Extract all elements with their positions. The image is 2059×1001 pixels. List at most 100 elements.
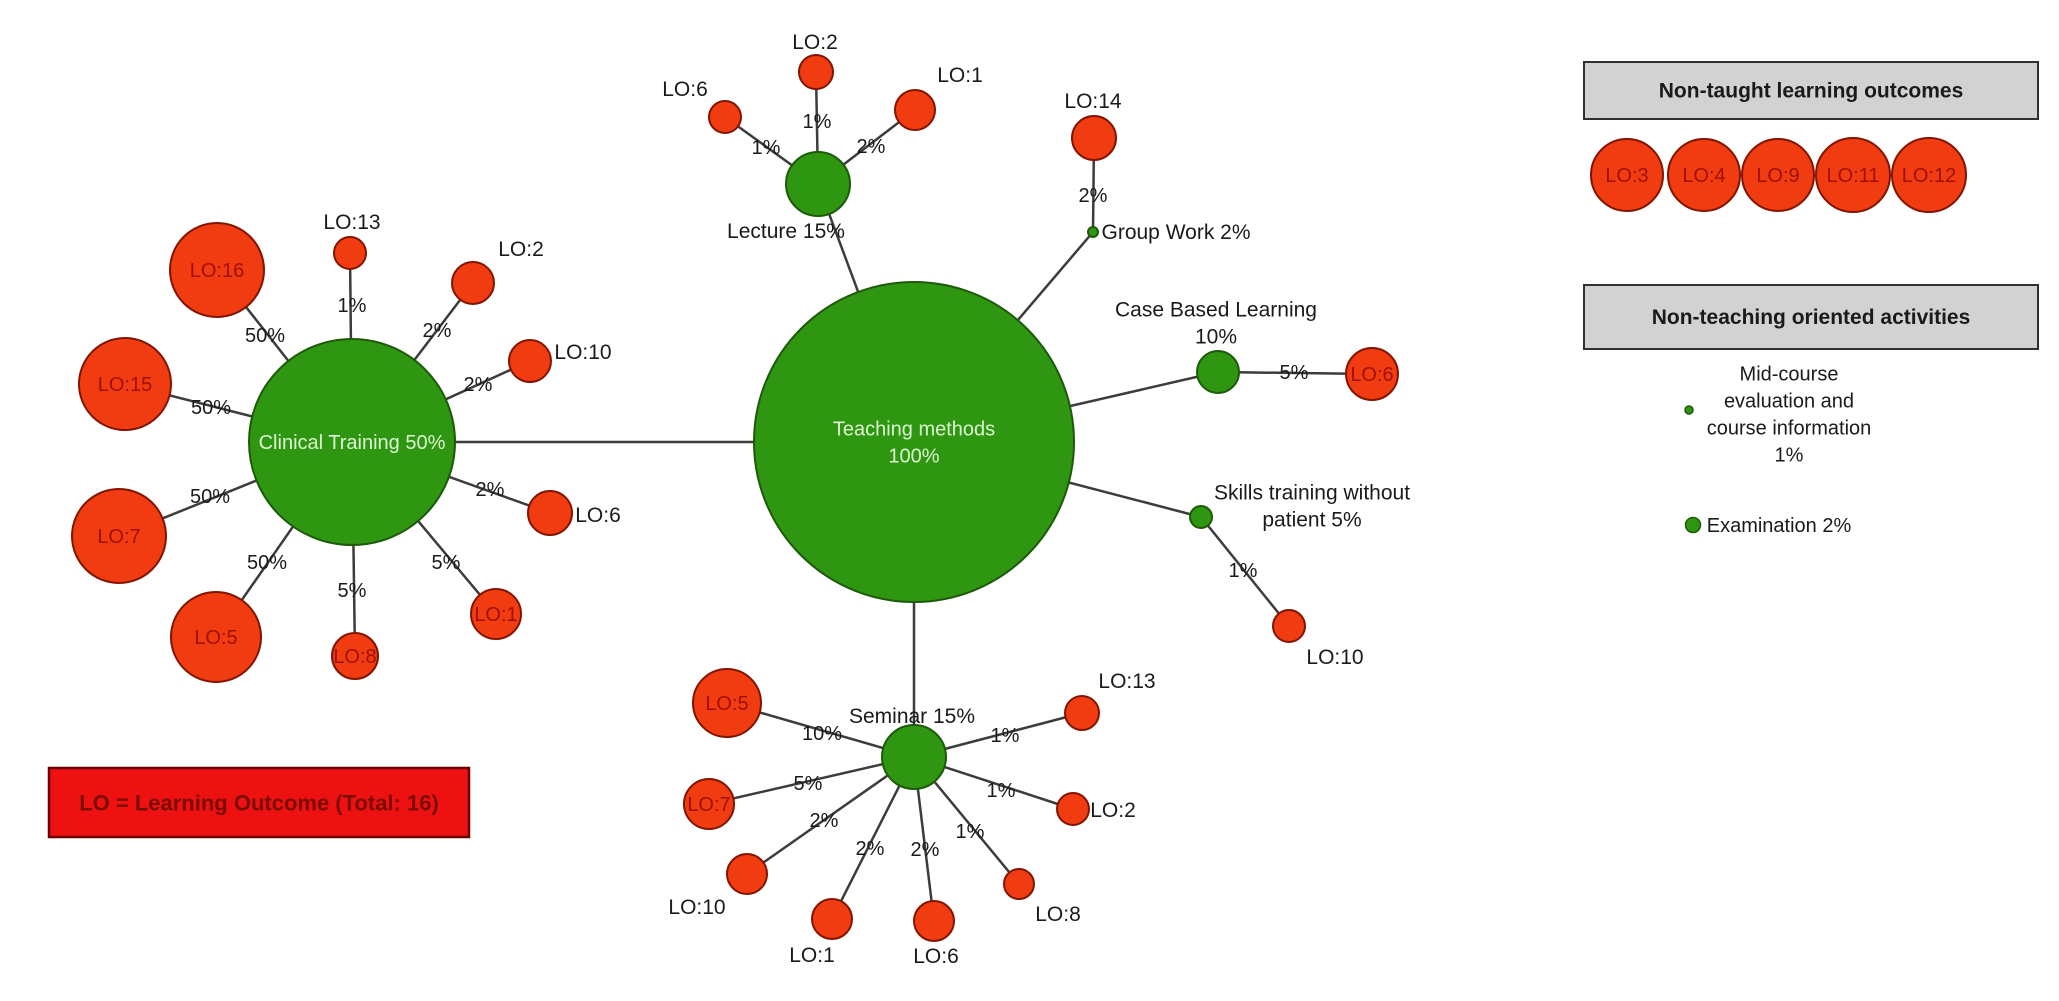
node-c7 bbox=[71, 488, 167, 584]
node-c8 bbox=[331, 632, 379, 680]
legend-node-label-lo-12: LO:12 bbox=[1902, 165, 1956, 187]
node-label-c15: LO:15 bbox=[98, 374, 152, 396]
node-label-c1: LO:1 bbox=[474, 604, 517, 626]
edge-label-clinical-c1: 5% bbox=[432, 552, 461, 574]
edge-label-seminar-se2: 1% bbox=[987, 780, 1016, 802]
legend-non-teaching-box bbox=[1583, 284, 2039, 350]
edge-label-lecture-l1: 2% bbox=[857, 136, 886, 158]
edge-label-seminar-se10: 2% bbox=[810, 810, 839, 832]
node-label-c10: LO:10 bbox=[554, 341, 611, 364]
node-label-se10: LO:10 bbox=[668, 896, 725, 919]
legend-node-label-lo-9: LO:9 bbox=[1756, 165, 1799, 187]
node-l2 bbox=[798, 54, 834, 90]
edge-label-lecture-l6: 1% bbox=[752, 137, 781, 159]
node-se13 bbox=[1064, 695, 1100, 731]
legend-node-label-lo-3: LO:3 bbox=[1605, 165, 1648, 187]
edge-label-lecture-l2: 1% bbox=[803, 111, 832, 133]
node-label-se5: LO:5 bbox=[705, 693, 748, 715]
note-text: LO = Learning Outcome (Total: 16) bbox=[79, 791, 439, 816]
node-c1 bbox=[470, 588, 522, 640]
edge-label-clinical-c6: 2% bbox=[476, 479, 505, 501]
edge-label-clinical-c8: 5% bbox=[338, 580, 367, 602]
node-g14 bbox=[1071, 115, 1117, 161]
node-label-se1: LO:1 bbox=[789, 944, 835, 967]
edge-label-seminar-se7: 5% bbox=[794, 773, 823, 795]
edge-label-seminar-se1: 2% bbox=[856, 838, 885, 860]
edge-label-casebased-cb6: 5% bbox=[1280, 362, 1309, 384]
edge-label-clinical-c13: 1% bbox=[338, 295, 367, 317]
node-se6 bbox=[913, 900, 955, 942]
node-label-teaching: Teaching methods 100% bbox=[833, 419, 995, 468]
node-c2 bbox=[451, 261, 495, 305]
legend-node-lo-11 bbox=[1815, 137, 1891, 213]
node-label-c13: LO:13 bbox=[323, 211, 380, 234]
edge-label-clinical-c15: 50% bbox=[191, 397, 231, 419]
edge-seminar-se7 bbox=[708, 755, 915, 806]
edge-skills-s10 bbox=[1200, 516, 1290, 627]
node-se10 bbox=[726, 853, 768, 895]
node-label-cb6: LO:6 bbox=[1350, 364, 1393, 386]
node-label-casebased: Case Based Learning 10% bbox=[1115, 299, 1317, 349]
legend-activity-label-1: Examination 2% bbox=[1707, 515, 1852, 537]
node-label-c8: LO:8 bbox=[333, 646, 376, 668]
node-teaching bbox=[753, 281, 1075, 603]
note-box bbox=[47, 766, 471, 839]
edge-label-clinical-c2: 2% bbox=[423, 320, 452, 342]
node-label-lecture: Lecture 15% bbox=[727, 220, 845, 243]
node-label-g14: LO:14 bbox=[1064, 90, 1122, 113]
node-s10 bbox=[1272, 609, 1306, 643]
node-c5 bbox=[170, 591, 262, 683]
node-label-clinical: Clinical Training 50% bbox=[259, 432, 446, 454]
node-label-l2: LO:2 bbox=[792, 31, 838, 54]
node-label-s10: LO:10 bbox=[1306, 646, 1363, 669]
note-layer: LO = Learning Outcome (Total: 16) bbox=[47, 766, 471, 839]
edge-label-seminar-se5: 10% bbox=[802, 723, 842, 745]
node-c6 bbox=[527, 490, 573, 536]
node-label-c6: LO:6 bbox=[575, 504, 621, 527]
node-groupwork bbox=[1087, 226, 1099, 238]
edge-label-seminar-se13: 1% bbox=[991, 725, 1020, 747]
legend-node-lo-3 bbox=[1590, 138, 1664, 212]
node-label-se7: LO:7 bbox=[687, 794, 730, 816]
legend-node-lo-12 bbox=[1891, 137, 1967, 213]
node-skills bbox=[1189, 505, 1213, 529]
legend-non-teaching-title: Non-teaching oriented activities bbox=[1652, 306, 1971, 329]
node-c13 bbox=[333, 236, 367, 270]
node-l1 bbox=[894, 89, 936, 131]
node-label-l1: LO:1 bbox=[937, 64, 983, 87]
labels-layer: 50%1%2%2%2%5%5%50%50%50%1%1%2%2%5%1%10%5… bbox=[97, 31, 1410, 968]
legend-activity-dot-1 bbox=[1684, 516, 1702, 534]
node-casebased bbox=[1196, 350, 1240, 394]
legend-node-lo-9 bbox=[1741, 138, 1815, 212]
legend-activity-dot-0 bbox=[1684, 405, 1694, 415]
edge-label-seminar-se6: 2% bbox=[911, 839, 940, 861]
edge-label-clinical-c10: 2% bbox=[464, 374, 493, 396]
node-label-groupwork: Group Work 2% bbox=[1102, 221, 1251, 244]
node-label-c16: LO:16 bbox=[190, 260, 244, 282]
node-c10 bbox=[508, 339, 552, 383]
node-label-c5: LO:5 bbox=[194, 627, 237, 649]
node-label-se13: LO:13 bbox=[1098, 670, 1155, 693]
legend-node-lo-4 bbox=[1667, 138, 1741, 212]
node-cb6 bbox=[1345, 347, 1399, 401]
edge-label-clinical-c7: 50% bbox=[190, 486, 230, 508]
edge-label-seminar-se8: 1% bbox=[956, 821, 985, 843]
node-label-se6: LO:6 bbox=[913, 945, 959, 968]
node-se5 bbox=[692, 668, 762, 738]
node-lecture bbox=[785, 151, 851, 217]
legend-activity-label-0: Mid-course evaluation and course informati… bbox=[1707, 364, 1872, 467]
node-label-se2: LO:2 bbox=[1090, 799, 1136, 822]
node-se7 bbox=[683, 778, 735, 830]
node-clinical bbox=[248, 338, 456, 546]
legend-node-label-lo-4: LO:4 bbox=[1682, 165, 1725, 187]
node-label-skills: Skills training without patient 5% bbox=[1214, 482, 1410, 532]
legend-layer: Non-taught learning outcomes LO:3 LO:4 LO:9… bbox=[1583, 61, 2039, 537]
legend-non-taught-title: Non-taught learning outcomes bbox=[1659, 80, 1964, 103]
node-se8 bbox=[1003, 868, 1035, 900]
edge-label-clinical-c5: 50% bbox=[247, 552, 287, 574]
edge-seminar-se10 bbox=[746, 755, 915, 876]
edge-label-groupwork-g14: 2% bbox=[1079, 185, 1108, 207]
node-l6 bbox=[708, 100, 742, 134]
node-label-c7: LO:7 bbox=[97, 526, 140, 548]
